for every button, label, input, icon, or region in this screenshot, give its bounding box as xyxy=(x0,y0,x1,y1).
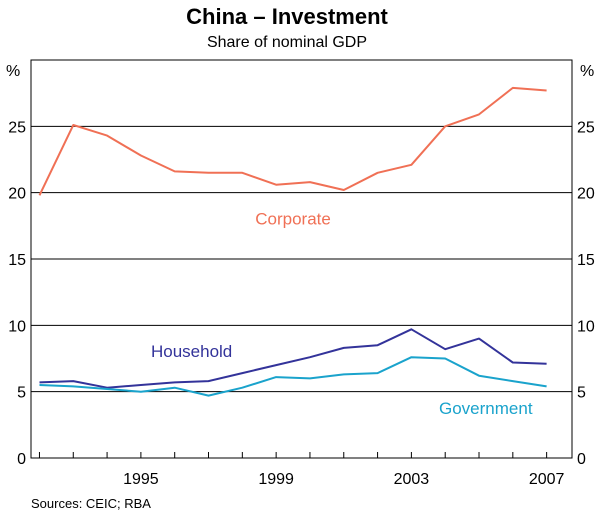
series-labels: Corporate Household Government xyxy=(151,210,533,419)
chart-subtitle: Share of nominal GDP xyxy=(207,34,367,51)
y-tick-right-25: 25 xyxy=(577,119,595,136)
y-tick-right-20: 20 xyxy=(577,186,595,203)
y-tick-right-10: 10 xyxy=(577,318,595,335)
y-tick-left-15: 15 xyxy=(8,252,26,269)
y-tick-left-25: 25 xyxy=(8,119,26,136)
y-tick-right-5: 5 xyxy=(577,385,586,402)
y-tick-right-0: 0 xyxy=(577,451,586,468)
chart-title: China – Investment xyxy=(186,4,388,29)
series-line-government xyxy=(39,356,547,397)
y-axis-unit-right: % xyxy=(580,63,594,80)
x-tick-2003: 2003 xyxy=(394,471,430,488)
series-line-household xyxy=(39,328,547,389)
axis-ticks: 0 0 5 5 10 10 15 15 20 20 25 25 1995 1999 2003 2007 xyxy=(8,119,595,488)
y-tick-left-5: 5 xyxy=(17,385,26,402)
y-tick-right-15: 15 xyxy=(577,252,595,269)
y-tick-left-0: 0 xyxy=(17,451,26,468)
series-line-corporate xyxy=(38,86,547,196)
x-tick-1999: 1999 xyxy=(258,471,294,488)
y-axis-unit-left: % xyxy=(6,63,20,80)
series-label-corporate: Corporate xyxy=(255,210,331,229)
x-tick-1995: 1995 xyxy=(123,471,159,488)
y-tick-left-10: 10 xyxy=(8,318,26,335)
series-label-household: Household xyxy=(151,342,232,361)
source-note: Sources: CEIC; RBA xyxy=(31,496,151,511)
series-label-government: Government xyxy=(439,399,533,418)
gridlines xyxy=(31,125,572,393)
y-tick-left-20: 20 xyxy=(8,186,26,203)
series-lines xyxy=(38,86,547,397)
x-tick-2007: 2007 xyxy=(529,471,565,488)
plot-frame xyxy=(30,59,573,459)
